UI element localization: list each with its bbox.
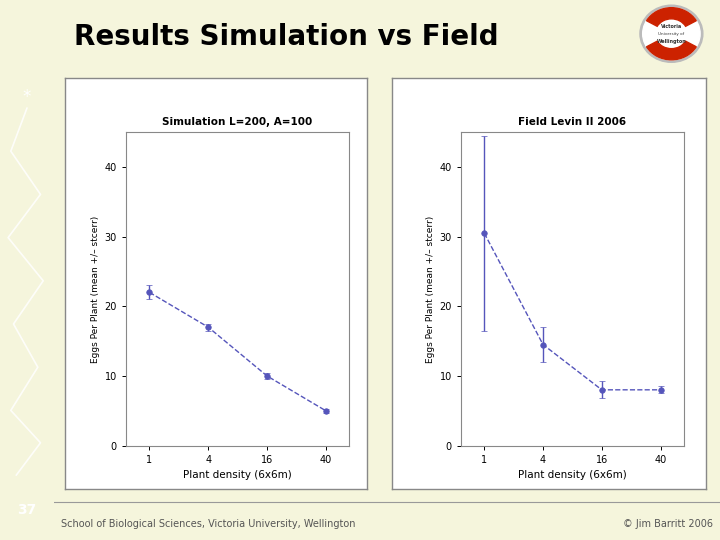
- Text: Wellington: Wellington: [657, 39, 686, 44]
- Text: Results Simulation vs Field: Results Simulation vs Field: [74, 23, 499, 51]
- Text: *: *: [23, 88, 31, 106]
- Circle shape: [640, 5, 703, 62]
- Text: University of: University of: [658, 32, 685, 36]
- Wedge shape: [647, 41, 696, 60]
- Title: Field Levin II 2006: Field Levin II 2006: [518, 117, 626, 127]
- Text: School of Biological Sciences, Victoria University, Wellington: School of Biological Sciences, Victoria …: [60, 519, 355, 529]
- Y-axis label: Eggs Per Plant (mean +/– stcerr): Eggs Per Plant (mean +/– stcerr): [426, 215, 435, 362]
- Wedge shape: [647, 8, 696, 26]
- Title: Simulation L=200, A=100: Simulation L=200, A=100: [163, 117, 312, 127]
- Text: 37: 37: [17, 503, 37, 517]
- Text: © Jim Barritt 2006: © Jim Barritt 2006: [624, 519, 714, 529]
- Y-axis label: Eggs Per Plant (mean +/– stcerr): Eggs Per Plant (mean +/– stcerr): [91, 215, 100, 362]
- X-axis label: Plant density (6x6m): Plant density (6x6m): [518, 470, 627, 480]
- X-axis label: Plant density (6x6m): Plant density (6x6m): [183, 470, 292, 480]
- Text: Victoria: Victoria: [661, 24, 682, 29]
- Circle shape: [643, 8, 700, 60]
